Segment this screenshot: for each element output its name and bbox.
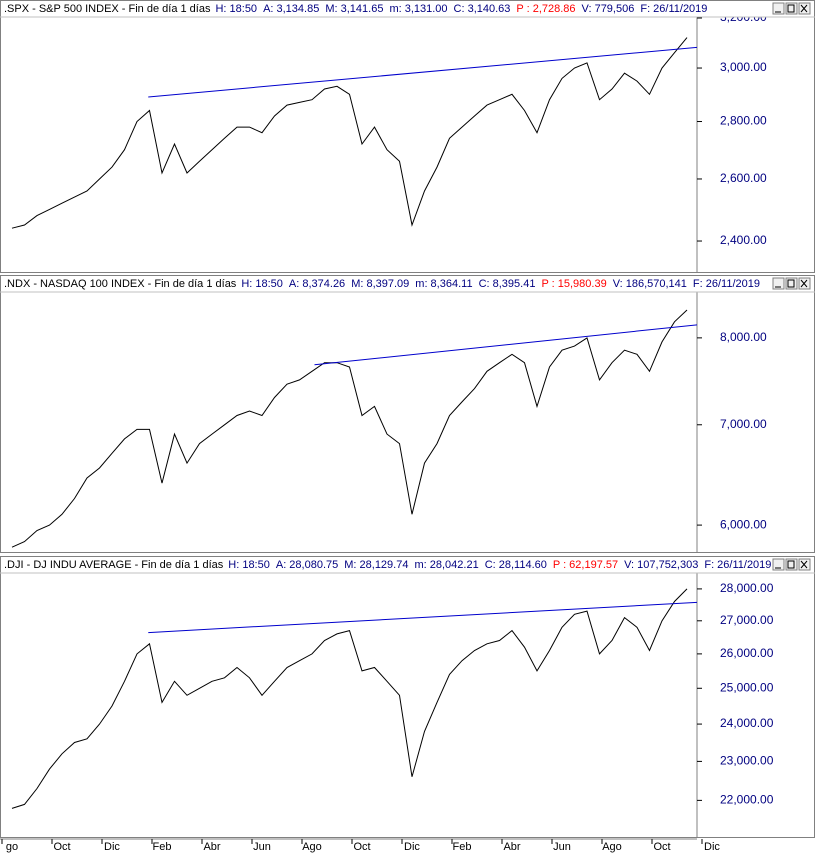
panel-title: .NDX - NASDAQ 100 INDEX - Fin de día 1 d… bbox=[4, 278, 237, 290]
plot bbox=[11, 37, 697, 229]
y-tick-label: 2,400.00 bbox=[720, 233, 767, 247]
panel-header bbox=[1, 276, 814, 292]
header-field: C: 3,140.63 bbox=[454, 3, 511, 15]
window-min-button[interactable] bbox=[772, 277, 785, 290]
window-close-button[interactable] bbox=[798, 2, 811, 15]
x-axis-bar bbox=[0, 838, 815, 853]
header-field: M: 28,129.74 bbox=[344, 559, 408, 571]
header-field: V: 779,506 bbox=[582, 3, 635, 15]
x-tick-label: Abr bbox=[503, 841, 520, 853]
y-tick-label: 28,000.00 bbox=[720, 581, 774, 595]
button-box bbox=[772, 558, 785, 571]
window-max-button[interactable] bbox=[785, 277, 798, 290]
x-tick-label: Oct bbox=[53, 841, 70, 853]
button-box bbox=[785, 277, 798, 290]
header-field: C: 28,114.60 bbox=[485, 559, 547, 571]
y-tick-label: 26,000.00 bbox=[720, 646, 774, 660]
button-box bbox=[772, 277, 785, 290]
x-tick-label: Feb bbox=[453, 841, 472, 853]
button-icon bbox=[787, 560, 795, 569]
header-field: m: 28,042.21 bbox=[414, 559, 478, 571]
x-tick-label: Abr bbox=[203, 841, 220, 853]
panel-frame bbox=[0, 275, 815, 553]
window-min-button[interactable] bbox=[772, 558, 785, 571]
y-tick-label: 6,000.00 bbox=[720, 517, 767, 531]
plot bbox=[11, 588, 697, 809]
x-tick-label: Oct bbox=[653, 841, 670, 853]
header-field: F: 26/11/2019 bbox=[693, 278, 760, 290]
header-field: F: 26/11/2019 bbox=[640, 3, 707, 15]
x-tick-label: Oct bbox=[353, 841, 370, 853]
header-field: V: 186,570,141 bbox=[613, 278, 687, 290]
button-icon bbox=[800, 279, 808, 288]
header-field: H: 18:50 bbox=[215, 3, 257, 15]
x-tick-label: Dic bbox=[404, 841, 420, 853]
panel-title: .SPX - S&P 500 INDEX - Fin de día 1 días bbox=[4, 3, 211, 15]
button-box bbox=[785, 2, 798, 15]
y-tick-label: 2,600.00 bbox=[720, 171, 767, 185]
header-field: A: 28,080.75 bbox=[276, 559, 338, 571]
panel-frame bbox=[0, 556, 815, 838]
header-field: F: 26/11/2019 bbox=[704, 559, 771, 571]
header-field: P : 15,980.39 bbox=[541, 278, 606, 290]
window-min-button[interactable] bbox=[772, 2, 785, 15]
header-field: P : 2,728.86 bbox=[516, 3, 575, 15]
x-tick-label: Ago bbox=[602, 841, 622, 853]
header-field: M: 8,397.09 bbox=[351, 278, 409, 290]
header-field: m: 3,131.00 bbox=[389, 3, 447, 15]
y-tick-label: 24,000.00 bbox=[720, 716, 774, 730]
header-field: V: 107,752,303 bbox=[624, 559, 698, 571]
x-tick-label: go bbox=[6, 841, 18, 853]
y-tick-label: 3,000.00 bbox=[720, 60, 767, 74]
y-tick-label: 25,000.00 bbox=[720, 680, 774, 694]
header-field: M: 3,141.65 bbox=[325, 3, 383, 15]
panel-header bbox=[1, 557, 814, 573]
button-icon bbox=[800, 4, 808, 13]
header-field: H: 18:50 bbox=[228, 559, 270, 571]
y-tick-label: 23,000.00 bbox=[720, 754, 774, 768]
header-field: H: 18:50 bbox=[241, 278, 283, 290]
x-tick-label: Ago bbox=[302, 841, 322, 853]
y-tick-label: 2,800.00 bbox=[720, 114, 767, 128]
x-tick-label: Jun bbox=[253, 841, 271, 853]
header-field: C: 8,395.41 bbox=[479, 278, 536, 290]
y-tick-label: 8,000.00 bbox=[720, 330, 767, 344]
button-icon bbox=[787, 4, 795, 13]
y-tick-label: 22,000.00 bbox=[720, 793, 774, 807]
window-close-button[interactable] bbox=[798, 277, 811, 290]
button-box bbox=[785, 558, 798, 571]
header-field: A: 3,134.85 bbox=[263, 3, 319, 15]
x-tick-label: Dic bbox=[104, 841, 120, 853]
button-icon bbox=[800, 560, 808, 569]
button-box bbox=[772, 2, 785, 15]
price-line bbox=[11, 309, 688, 548]
window-max-button[interactable] bbox=[785, 2, 798, 15]
button-icon bbox=[787, 279, 795, 288]
y-tick-label: 7,000.00 bbox=[720, 417, 767, 431]
x-tick-label: Dic bbox=[704, 841, 720, 853]
plot bbox=[11, 309, 697, 548]
header-field: m: 8,364.11 bbox=[415, 278, 472, 290]
panel-header bbox=[1, 1, 814, 17]
price-line bbox=[11, 588, 688, 809]
header-field: A: 8,374.26 bbox=[289, 278, 345, 290]
trend-line bbox=[314, 324, 697, 366]
x-tick-label: Feb bbox=[153, 841, 172, 853]
x-tick-label: Jun bbox=[553, 841, 571, 853]
panel-frame bbox=[0, 0, 815, 273]
panel-title: .DJI - DJ INDU AVERAGE - Fin de día 1 dí… bbox=[4, 559, 224, 571]
window-close-button[interactable] bbox=[798, 558, 811, 571]
price-line bbox=[11, 37, 688, 229]
window-max-button[interactable] bbox=[785, 558, 798, 571]
header-field: P : 62,197.57 bbox=[553, 559, 618, 571]
trend-line bbox=[148, 46, 697, 98]
y-tick-label: 27,000.00 bbox=[720, 613, 774, 627]
trend-line bbox=[148, 601, 697, 634]
